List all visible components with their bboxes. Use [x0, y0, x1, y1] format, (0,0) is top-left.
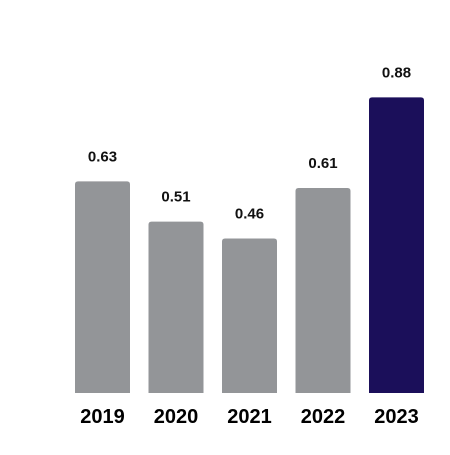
- bar-2021: [222, 238, 277, 393]
- x-axis-tick-labels: 2019 2020 2021 2022 2023: [80, 406, 419, 428]
- x-tick-label-2021: 2021: [227, 406, 272, 428]
- x-tick-label-2022: 2022: [301, 406, 346, 428]
- value-label-2022: 0.61: [308, 155, 337, 172]
- bars-layer: [75, 97, 424, 393]
- x-tick-label-2019: 2019: [80, 406, 125, 428]
- x-tick-label-2023: 2023: [374, 406, 419, 428]
- value-label-2021: 0.46: [235, 205, 264, 222]
- value-label-2019: 0.63: [88, 148, 117, 165]
- bar-2023: [369, 97, 424, 393]
- bar-2019: [75, 181, 130, 393]
- value-label-2020: 0.51: [161, 189, 190, 206]
- bar-2020: [148, 221, 204, 393]
- bar-2022: [295, 188, 351, 393]
- value-label-2023: 0.88: [382, 64, 411, 81]
- value-labels-layer: 0.63 0.51 0.46 0.61 0.88: [88, 64, 411, 222]
- x-tick-label-2020: 2020: [154, 406, 199, 428]
